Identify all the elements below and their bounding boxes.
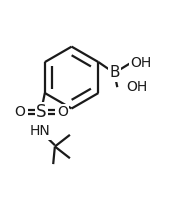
Text: OH: OH xyxy=(130,56,151,70)
Text: B: B xyxy=(109,65,120,80)
Text: O: O xyxy=(57,105,68,119)
Text: S: S xyxy=(36,103,47,121)
Text: O: O xyxy=(15,105,26,119)
Text: OH: OH xyxy=(126,80,148,94)
Text: HN: HN xyxy=(29,125,50,139)
